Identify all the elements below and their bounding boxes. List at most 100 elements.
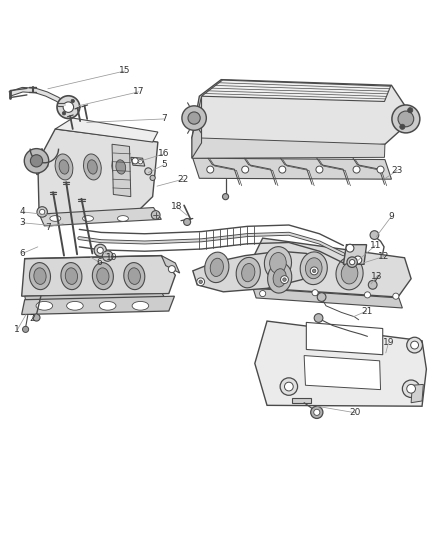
Ellipse shape [99, 302, 116, 310]
Polygon shape [343, 245, 367, 264]
Ellipse shape [112, 154, 130, 180]
Circle shape [30, 155, 42, 167]
Polygon shape [25, 294, 167, 305]
Ellipse shape [36, 302, 53, 310]
Circle shape [188, 112, 200, 124]
Ellipse shape [97, 268, 109, 285]
Circle shape [407, 384, 416, 393]
Ellipse shape [273, 269, 286, 287]
Circle shape [145, 168, 152, 175]
Circle shape [317, 293, 326, 302]
Polygon shape [193, 158, 392, 179]
Circle shape [39, 209, 45, 215]
Ellipse shape [84, 154, 101, 180]
Circle shape [353, 166, 360, 173]
Ellipse shape [117, 216, 128, 221]
Circle shape [62, 111, 66, 115]
Ellipse shape [300, 252, 327, 285]
Text: 15: 15 [120, 67, 131, 75]
Ellipse shape [124, 263, 145, 289]
Polygon shape [201, 80, 391, 101]
Circle shape [398, 111, 414, 127]
Ellipse shape [61, 263, 82, 289]
Polygon shape [411, 384, 424, 403]
Polygon shape [193, 251, 319, 292]
Ellipse shape [92, 263, 113, 289]
Circle shape [393, 293, 399, 299]
Text: 13: 13 [371, 272, 383, 280]
Ellipse shape [116, 160, 126, 174]
Circle shape [392, 105, 420, 133]
Polygon shape [38, 129, 158, 220]
Polygon shape [398, 108, 415, 129]
Circle shape [403, 380, 420, 398]
Text: 2: 2 [29, 313, 35, 322]
Circle shape [368, 280, 377, 289]
Polygon shape [306, 322, 383, 354]
Polygon shape [112, 144, 131, 197]
Circle shape [311, 406, 323, 418]
Circle shape [314, 409, 320, 415]
Text: 12: 12 [378, 252, 390, 261]
Ellipse shape [67, 302, 83, 310]
Ellipse shape [265, 247, 292, 279]
Circle shape [223, 193, 229, 200]
Circle shape [24, 149, 49, 173]
Circle shape [364, 292, 371, 298]
Ellipse shape [128, 268, 141, 285]
Polygon shape [251, 238, 411, 297]
Ellipse shape [270, 253, 286, 273]
Text: 6: 6 [96, 257, 102, 266]
Text: 11: 11 [370, 241, 381, 250]
Text: 6: 6 [20, 249, 25, 258]
Ellipse shape [268, 263, 292, 293]
Ellipse shape [50, 216, 61, 221]
Circle shape [63, 102, 74, 112]
Text: 23: 23 [392, 166, 403, 175]
Circle shape [150, 175, 155, 181]
Text: 7: 7 [45, 223, 51, 232]
Polygon shape [31, 149, 48, 175]
Polygon shape [304, 356, 381, 390]
Text: 1: 1 [14, 325, 20, 334]
Text: 9: 9 [389, 212, 394, 221]
Circle shape [350, 260, 355, 265]
Circle shape [346, 244, 354, 252]
Circle shape [151, 211, 160, 220]
Ellipse shape [59, 160, 69, 174]
Circle shape [260, 290, 266, 297]
Ellipse shape [29, 263, 50, 289]
Circle shape [408, 108, 413, 113]
Circle shape [197, 278, 205, 286]
Polygon shape [39, 207, 161, 226]
Polygon shape [192, 79, 407, 159]
Circle shape [102, 251, 113, 261]
Text: 18: 18 [170, 202, 182, 211]
Circle shape [281, 276, 288, 284]
Ellipse shape [242, 263, 255, 282]
Ellipse shape [65, 268, 78, 285]
Circle shape [279, 166, 286, 173]
Circle shape [347, 257, 357, 268]
Circle shape [33, 314, 40, 321]
Circle shape [370, 231, 379, 239]
Ellipse shape [205, 252, 229, 282]
Circle shape [312, 269, 316, 272]
Polygon shape [21, 256, 175, 296]
Ellipse shape [55, 154, 73, 180]
Circle shape [184, 219, 191, 225]
Circle shape [37, 207, 47, 217]
Polygon shape [21, 296, 174, 314]
Circle shape [94, 244, 106, 256]
Circle shape [207, 166, 214, 173]
Polygon shape [161, 256, 180, 273]
Circle shape [22, 326, 28, 333]
Ellipse shape [236, 257, 260, 288]
Text: 21: 21 [361, 306, 372, 316]
Polygon shape [131, 157, 145, 166]
Text: 19: 19 [383, 338, 394, 348]
Text: 20: 20 [350, 408, 361, 417]
Circle shape [316, 166, 323, 173]
Circle shape [97, 247, 103, 253]
Circle shape [407, 337, 423, 353]
